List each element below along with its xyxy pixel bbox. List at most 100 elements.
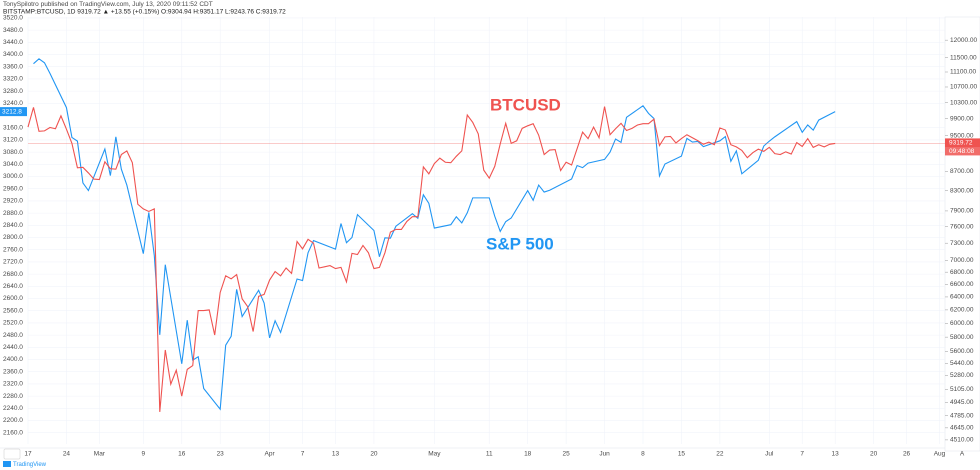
- y-tick-label: 3080.0: [3, 149, 23, 156]
- x-tick-label: Jun: [599, 451, 610, 458]
- y-tick-label: 2400.0: [3, 356, 23, 363]
- y2-tick-label: 4785.00: [950, 412, 974, 419]
- scale-button[interactable]: A: [960, 451, 965, 458]
- y-tick-label: 3160.0: [3, 124, 23, 131]
- y2-tick-label: 9900.00: [950, 115, 974, 122]
- y2-tick-label: 5600.00: [950, 348, 974, 355]
- y-tick-label: 2520.0: [3, 320, 23, 327]
- x-tick-label: 20: [370, 451, 378, 458]
- y-tick-label: 3240.0: [3, 100, 23, 107]
- y-tick-label: 2800.0: [3, 234, 23, 241]
- x-tick-label: Jul: [765, 451, 774, 458]
- settings-button[interactable]: [3, 448, 21, 460]
- x-tick-label: 8: [641, 451, 645, 458]
- y2-tick-label: 4645.00: [950, 425, 974, 432]
- series-line: [33, 58, 836, 411]
- y2-tick-label: 6600.00: [950, 281, 974, 288]
- y2-tick-label: 8700.00: [950, 168, 974, 175]
- y-tick-label: 2920.0: [3, 198, 23, 205]
- y2-tick-label: 7000.00: [950, 257, 974, 264]
- y2-tick-label: 10300.00: [950, 99, 977, 106]
- y2-tick-label: 6400.00: [950, 294, 974, 301]
- y-tick-label: 2640.0: [3, 283, 23, 290]
- y-tick-label: 2280.0: [3, 393, 23, 400]
- x-tick-label: 7: [800, 451, 804, 458]
- y-tick-label: 3040.0: [3, 161, 23, 168]
- x-tick-label: 18: [524, 451, 532, 458]
- countdown-tag: [945, 147, 980, 156]
- y-tick-label: 2560.0: [3, 307, 23, 314]
- x-tick-label: 13: [832, 451, 840, 458]
- y-tick-label: 2880.0: [3, 210, 23, 217]
- brand: TradingView: [13, 462, 47, 468]
- price-tag-label: 3212.8: [2, 108, 22, 115]
- x-tick-label: 16: [178, 451, 186, 458]
- y-tick-label: 2440.0: [3, 344, 23, 351]
- y2-tick-label: 12000.00: [950, 37, 977, 44]
- y-tick-label: 3120.0: [3, 137, 23, 144]
- y2-tick-label: 7300.00: [950, 240, 974, 247]
- y2-tick-label: 7600.00: [950, 223, 974, 230]
- symbol-line: BITSTAMP:BTCUSD, 1D 9319.72 ▲ +13.55 (+0…: [3, 9, 286, 16]
- y-tick-label: 2160.0: [3, 429, 23, 436]
- x-tick-label: 17: [24, 451, 32, 458]
- author-line: TonySpilotro published on TradingView.co…: [3, 1, 213, 8]
- x-tick-label: 13: [332, 451, 340, 458]
- y-tick-label: 3280.0: [3, 88, 23, 95]
- y2-tick-label: 6800.00: [950, 269, 974, 276]
- x-tick-label: 11: [486, 451, 493, 458]
- y2-tick-label: 9500.00: [950, 132, 974, 139]
- y-tick-label: 3480.0: [3, 27, 23, 34]
- brand-logo: [3, 461, 11, 467]
- x-tick-label: 24: [63, 451, 71, 458]
- price-tag: [0, 107, 27, 117]
- y2-tick-label: 4510.00: [950, 437, 974, 444]
- y2-tick-label: 6000.00: [950, 320, 974, 327]
- x-tick-label: 7: [301, 451, 305, 458]
- y2-tick-label: 10700.00: [950, 84, 977, 91]
- countdown: 09:48:08: [949, 148, 975, 155]
- y2-tick-label: 6200.00: [950, 307, 974, 314]
- y2-tick-label: 8300.00: [950, 187, 974, 194]
- y2-tick-label: 5280.00: [950, 372, 974, 379]
- y-tick-label: 3360.0: [3, 63, 23, 70]
- x-tick-label: 26: [903, 451, 911, 458]
- y-tick-label: 2680.0: [3, 271, 23, 278]
- y2-tick-label: 4945.00: [950, 399, 974, 406]
- y-tick-label: 3520.0: [3, 15, 23, 22]
- y-tick-label: 3440.0: [3, 39, 23, 46]
- y-tick-label: 2360.0: [3, 368, 23, 375]
- y-tick-label: 2320.0: [3, 381, 23, 388]
- y2-tick-label: 11100.00: [950, 69, 977, 76]
- y-tick-label: 2240.0: [3, 405, 23, 412]
- y-tick-label: 2200.0: [3, 417, 23, 424]
- y2-tick-label: 7900.00: [950, 208, 974, 215]
- x-tick-label: 23: [217, 451, 225, 458]
- x-tick-label: May: [428, 451, 441, 458]
- x-tick-label: Apr: [265, 451, 276, 458]
- x-tick-label: Mar: [94, 451, 106, 458]
- y-tick-label: 3000.0: [3, 173, 23, 180]
- y2-tick-label: 5800.00: [950, 334, 974, 341]
- y-tick-label: 2960.0: [3, 185, 23, 192]
- price-tag-label: 9319.72: [949, 140, 973, 147]
- y-tick-label: 2760.0: [3, 246, 23, 253]
- x-tick-label: 25: [563, 451, 571, 458]
- y-tick-label: 2720.0: [3, 259, 23, 266]
- series-label: BTCUSD: [490, 95, 561, 114]
- y-tick-label: 2600.0: [3, 295, 23, 302]
- y-tick-label: 3320.0: [3, 76, 23, 83]
- x-tick-label: 20: [870, 451, 878, 458]
- y2-tick-label: 5105.00: [950, 386, 974, 393]
- x-tick-label: 22: [716, 451, 724, 458]
- x-tick-label: 15: [678, 451, 686, 458]
- y-tick-label: 2480.0: [3, 332, 23, 339]
- x-tick-label: Aug: [934, 451, 946, 458]
- y-tick-label: 2840.0: [3, 222, 23, 229]
- y-tick-label: 3400.0: [3, 51, 23, 58]
- y2-tick-label: 11500.00: [950, 54, 977, 61]
- y2-tick-label: 5440.00: [950, 360, 974, 367]
- x-tick-label: 9: [141, 451, 145, 458]
